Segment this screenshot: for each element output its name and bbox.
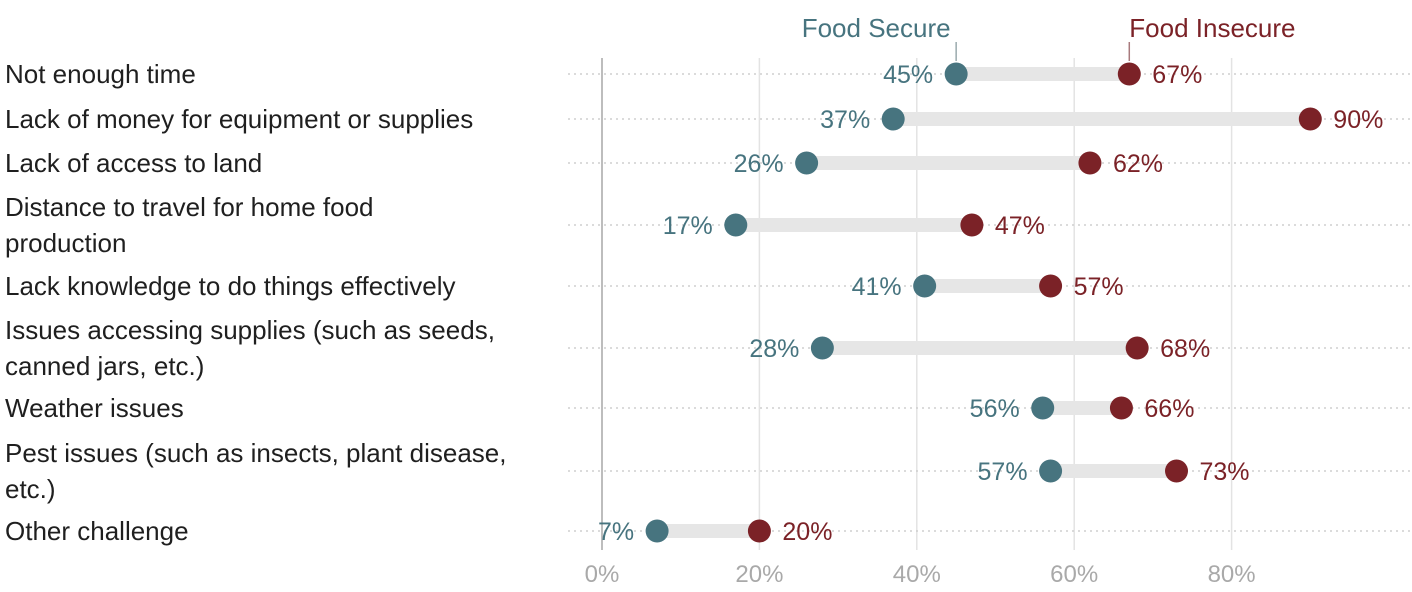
category-label: Not enough time bbox=[5, 59, 196, 89]
food-secure-dot bbox=[944, 62, 968, 86]
food-insecure-dot bbox=[1117, 62, 1141, 86]
food-insecure-dot bbox=[1039, 274, 1063, 298]
category-label: production bbox=[5, 228, 126, 258]
category-label: Other challenge bbox=[5, 516, 189, 546]
legend-food-insecure: Food Insecure bbox=[1129, 13, 1295, 43]
x-tick-label: 20% bbox=[735, 561, 783, 588]
category-label: Issues accessing supplies (such as seeds… bbox=[5, 315, 495, 345]
food-insecure-dot bbox=[1078, 151, 1102, 175]
food-insecure-value-label: 62% bbox=[1113, 150, 1163, 178]
food-insecure-dot bbox=[1165, 459, 1189, 483]
food-insecure-dot bbox=[747, 519, 771, 543]
category-label: Pest issues (such as insects, plant dise… bbox=[5, 438, 506, 468]
x-tick-label: 80% bbox=[1208, 561, 1256, 588]
x-tick-label: 40% bbox=[893, 561, 941, 588]
category-labels: Not enough time Lack of money for equipme… bbox=[5, 59, 506, 546]
category-label: Distance to travel for home food bbox=[5, 192, 374, 222]
food-secure-dot bbox=[724, 213, 748, 237]
legend-food-secure: Food Secure bbox=[802, 13, 951, 43]
category-label: Lack knowledge to do things effectively bbox=[5, 271, 455, 301]
category-label: Lack of access to land bbox=[5, 148, 262, 178]
category-label: canned jars, etc.) bbox=[5, 351, 204, 381]
food-secure-value-label: 28% bbox=[749, 335, 799, 363]
food-insecure-dot bbox=[1125, 336, 1149, 360]
food-secure-value-label: 45% bbox=[883, 61, 933, 89]
legend: Food Secure Food Insecure bbox=[802, 13, 1296, 61]
food-insecure-value-label: 20% bbox=[782, 518, 832, 546]
food-secure-dot bbox=[810, 336, 834, 360]
category-label: Weather issues bbox=[5, 393, 184, 423]
food-secure-value-label: 41% bbox=[852, 273, 902, 301]
food-insecure-dot bbox=[1109, 396, 1133, 420]
food-secure-value-label: 57% bbox=[978, 458, 1028, 486]
category-label: etc.) bbox=[5, 474, 56, 504]
food-secure-value-label: 7% bbox=[598, 518, 634, 546]
food-secure-value-label: 37% bbox=[820, 106, 870, 134]
food-insecure-value-label: 66% bbox=[1144, 395, 1194, 423]
food-insecure-dot bbox=[1298, 107, 1322, 131]
data-points bbox=[645, 62, 1322, 543]
food-insecure-value-label: 47% bbox=[995, 212, 1045, 240]
food-insecure-value-label: 57% bbox=[1074, 273, 1124, 301]
category-label: Lack of money for equipment or supplies bbox=[5, 104, 473, 134]
food-secure-value-label: 26% bbox=[734, 150, 784, 178]
food-secure-value-label: 17% bbox=[663, 212, 713, 240]
food-secure-dot bbox=[1039, 459, 1063, 483]
x-tick-label: 0% bbox=[585, 561, 620, 588]
food-secure-dot bbox=[645, 519, 669, 543]
food-insecure-value-label: 68% bbox=[1160, 335, 1210, 363]
food-secure-dot bbox=[881, 107, 905, 131]
food-secure-dot bbox=[1031, 396, 1055, 420]
food-secure-dot bbox=[795, 151, 819, 175]
x-axis-ticks: 0% 20% 40% 60% 80% bbox=[585, 561, 1256, 588]
food-insecure-value-label: 73% bbox=[1200, 458, 1250, 486]
food-insecure-value-label: 67% bbox=[1152, 61, 1202, 89]
x-tick-label: 60% bbox=[1050, 561, 1098, 588]
food-secure-dot bbox=[913, 274, 937, 298]
food-insecure-value-label: 90% bbox=[1333, 106, 1383, 134]
food-insecure-dot bbox=[960, 213, 984, 237]
food-secure-value-label: 56% bbox=[970, 395, 1020, 423]
range-bars bbox=[657, 67, 1311, 538]
value-labels: 45% 67% 37% 90% 26% 62% 17% 47% 41% 57% 28% 68% 56% 6… bbox=[598, 61, 1383, 546]
